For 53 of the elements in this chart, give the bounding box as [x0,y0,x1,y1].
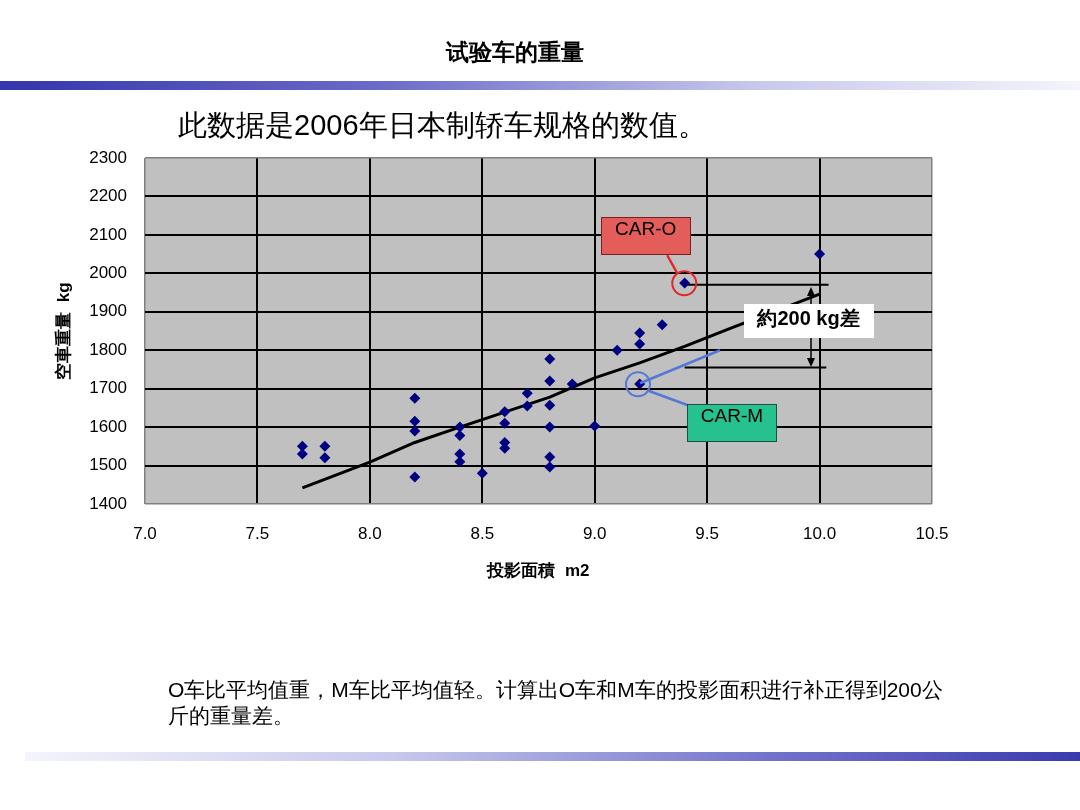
point [319,452,331,464]
point [454,456,466,468]
point [454,430,466,442]
x-tick-label: 8.0 [358,523,382,543]
point [454,421,466,433]
point [544,461,556,473]
y-tick-label: 1400 [89,493,127,513]
point [409,471,421,483]
y-tick-label: 1900 [89,301,127,321]
x-tick-label: 7.0 [133,523,157,543]
y-tick-label: 2000 [89,263,127,283]
point [319,440,331,452]
point [589,420,601,432]
point [499,417,511,429]
x-tick-label: 7.5 [245,523,270,543]
point [634,327,646,339]
point [409,392,421,404]
point [814,248,826,260]
point [634,338,646,350]
y-tick-label: 2300 [89,147,127,167]
y-tick-label: 2100 [89,224,127,244]
y-tick-label: 2200 [89,186,127,206]
point [544,421,556,433]
chart-title: 试验车的重量 [446,38,584,67]
point [409,425,421,437]
point [499,406,511,418]
y-tick-label: 1700 [89,378,127,398]
x-tick-label: 9.5 [695,523,719,543]
y-tick-label: 1800 [89,339,127,359]
text: O车比平均值重，M车比平均值轻。计算出O车和M车的投影面积进行补正得到200公斤的重量差。 [168,677,944,729]
x-tick-label: 8.5 [470,523,495,543]
x-tick-label: 10.0 [803,523,837,543]
x-tick-label: 9.0 [582,523,607,543]
point [521,387,533,399]
y-tick-label: 1500 [89,455,127,475]
x-tick-label: 10.5 [915,523,949,543]
point [656,319,668,331]
annotation: CAR-M [687,404,777,442]
point [566,378,578,390]
annotation: 約200 kg差 [743,303,874,338]
point [521,400,533,412]
point [409,415,421,427]
chart-subtitle: 此数据是2006年日本制轿车规格的数值。 [178,108,707,143]
x-axis-title: 投影面積 m2 [486,561,590,581]
point [544,399,556,411]
point [476,467,488,479]
y-tick-label: 1600 [89,416,127,436]
point [544,451,556,463]
y-axis-title: 空車重量 kg [53,282,73,380]
annotation: CAR-O [600,216,691,255]
point [544,353,556,365]
point [611,344,623,356]
point [544,375,556,387]
